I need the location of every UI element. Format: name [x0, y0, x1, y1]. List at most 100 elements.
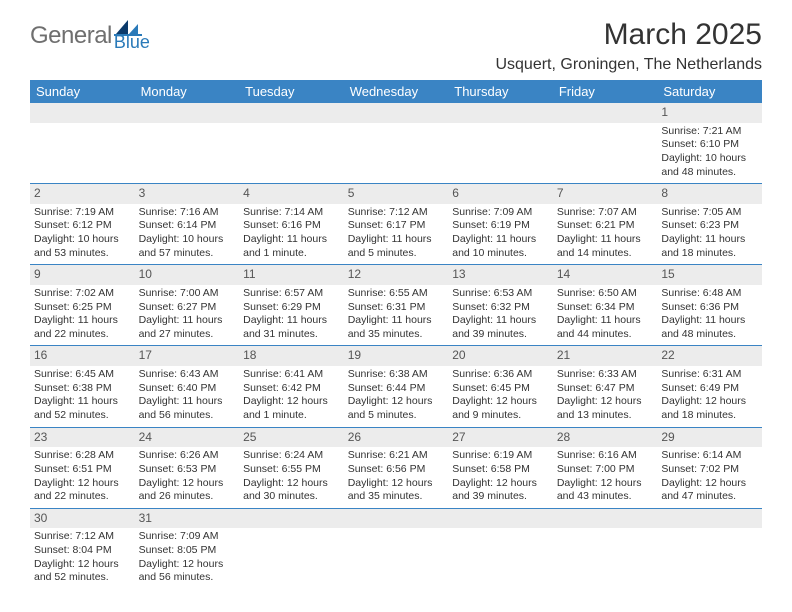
day-cell [553, 528, 658, 589]
day-cell: Sunrise: 6:36 AMSunset: 6:45 PMDaylight:… [448, 366, 553, 427]
day-number: 18 [243, 347, 340, 365]
day-detail: Sunrise: 6:19 AMSunset: 6:58 PMDaylight:… [452, 449, 549, 504]
day-number-cell: 10 [135, 265, 240, 285]
day-number-cell [553, 103, 658, 123]
day-number-cell: 23 [30, 427, 135, 447]
day-number: 9 [34, 266, 131, 284]
logo-text-blue: Blue [114, 32, 150, 53]
day-cell: Sunrise: 6:14 AMSunset: 7:02 PMDaylight:… [657, 447, 762, 508]
day-number-cell: 9 [30, 265, 135, 285]
day-detail: Sunrise: 6:45 AMSunset: 6:38 PMDaylight:… [34, 368, 131, 423]
day-number: 29 [661, 429, 758, 447]
day-number: 8 [661, 185, 758, 203]
day-number-cell [448, 508, 553, 528]
day-header-row: Sunday Monday Tuesday Wednesday Thursday… [30, 80, 762, 103]
day-detail: Sunrise: 7:09 AMSunset: 6:19 PMDaylight:… [452, 206, 549, 261]
day-detail: Sunrise: 6:14 AMSunset: 7:02 PMDaylight:… [661, 449, 758, 504]
day-detail: Sunrise: 6:21 AMSunset: 6:56 PMDaylight:… [348, 449, 445, 504]
day-detail: Sunrise: 7:07 AMSunset: 6:21 PMDaylight:… [557, 206, 654, 261]
day-cell: Sunrise: 7:09 AMSunset: 8:05 PMDaylight:… [135, 528, 240, 589]
day-number-cell: 3 [135, 184, 240, 204]
day-detail: Sunrise: 6:24 AMSunset: 6:55 PMDaylight:… [243, 449, 340, 504]
day-cell [344, 528, 449, 589]
day-detail: Sunrise: 7:16 AMSunset: 6:14 PMDaylight:… [139, 206, 236, 261]
day-detail: Sunrise: 7:21 AMSunset: 6:10 PMDaylight:… [661, 125, 758, 180]
day-number-row: 1 [30, 103, 762, 123]
day-number: 11 [243, 266, 340, 284]
day-cell: Sunrise: 6:24 AMSunset: 6:55 PMDaylight:… [239, 447, 344, 508]
day-detail: Sunrise: 7:19 AMSunset: 6:12 PMDaylight:… [34, 206, 131, 261]
day-number-cell: 5 [344, 184, 449, 204]
day-cell: Sunrise: 7:21 AMSunset: 6:10 PMDaylight:… [657, 123, 762, 184]
day-data-row: Sunrise: 7:12 AMSunset: 8:04 PMDaylight:… [30, 528, 762, 589]
day-detail: Sunrise: 6:57 AMSunset: 6:29 PMDaylight:… [243, 287, 340, 342]
day-number: 5 [348, 185, 445, 203]
day-number-cell [553, 508, 658, 528]
day-cell [448, 123, 553, 184]
day-number-row: 23242526272829 [30, 427, 762, 447]
day-number: 21 [557, 347, 654, 365]
day-detail: Sunrise: 6:26 AMSunset: 6:53 PMDaylight:… [139, 449, 236, 504]
day-number: 22 [661, 347, 758, 365]
day-cell: Sunrise: 7:19 AMSunset: 6:12 PMDaylight:… [30, 204, 135, 265]
day-cell: Sunrise: 6:38 AMSunset: 6:44 PMDaylight:… [344, 366, 449, 427]
day-header: Sunday [30, 80, 135, 103]
day-number-row: 16171819202122 [30, 346, 762, 366]
day-detail: Sunrise: 6:28 AMSunset: 6:51 PMDaylight:… [34, 449, 131, 504]
location-text: Usquert, Groningen, The Netherlands [495, 56, 762, 74]
day-header: Wednesday [344, 80, 449, 103]
day-number: 4 [243, 185, 340, 203]
day-number-cell: 28 [553, 427, 658, 447]
day-number-cell: 19 [344, 346, 449, 366]
day-number-cell [30, 103, 135, 123]
day-number: 31 [139, 510, 236, 528]
day-header: Friday [553, 80, 658, 103]
day-number-cell: 8 [657, 184, 762, 204]
day-detail: Sunrise: 6:38 AMSunset: 6:44 PMDaylight:… [348, 368, 445, 423]
day-number-cell [239, 508, 344, 528]
day-number-cell [448, 103, 553, 123]
calendar-table: Sunday Monday Tuesday Wednesday Thursday… [30, 80, 762, 589]
day-cell [30, 123, 135, 184]
header: General Blue March 2025 Usquert, Groning… [30, 18, 762, 74]
logo-text-general: General [30, 22, 112, 50]
day-number: 12 [348, 266, 445, 284]
day-cell: Sunrise: 6:57 AMSunset: 6:29 PMDaylight:… [239, 285, 344, 346]
day-cell [239, 528, 344, 589]
day-number-cell: 4 [239, 184, 344, 204]
day-header: Tuesday [239, 80, 344, 103]
day-number-cell: 30 [30, 508, 135, 528]
day-number: 27 [452, 429, 549, 447]
day-number: 23 [34, 429, 131, 447]
day-number: 2 [34, 185, 131, 203]
day-number: 17 [139, 347, 236, 365]
day-number-cell: 7 [553, 184, 658, 204]
day-cell: Sunrise: 6:28 AMSunset: 6:51 PMDaylight:… [30, 447, 135, 508]
day-detail: Sunrise: 7:12 AMSunset: 8:04 PMDaylight:… [34, 530, 131, 585]
day-number: 7 [557, 185, 654, 203]
day-cell: Sunrise: 6:43 AMSunset: 6:40 PMDaylight:… [135, 366, 240, 427]
day-detail: Sunrise: 6:36 AMSunset: 6:45 PMDaylight:… [452, 368, 549, 423]
day-cell: Sunrise: 6:48 AMSunset: 6:36 PMDaylight:… [657, 285, 762, 346]
day-number: 28 [557, 429, 654, 447]
day-number-cell: 27 [448, 427, 553, 447]
day-cell: Sunrise: 6:21 AMSunset: 6:56 PMDaylight:… [344, 447, 449, 508]
day-cell: Sunrise: 6:33 AMSunset: 6:47 PMDaylight:… [553, 366, 658, 427]
logo: General Blue [30, 18, 150, 53]
day-number-row: 3031 [30, 508, 762, 528]
day-detail: Sunrise: 6:16 AMSunset: 7:00 PMDaylight:… [557, 449, 654, 504]
day-detail: Sunrise: 6:53 AMSunset: 6:32 PMDaylight:… [452, 287, 549, 342]
day-number: 16 [34, 347, 131, 365]
day-number-cell: 18 [239, 346, 344, 366]
day-cell: Sunrise: 7:00 AMSunset: 6:27 PMDaylight:… [135, 285, 240, 346]
day-detail: Sunrise: 7:12 AMSunset: 6:17 PMDaylight:… [348, 206, 445, 261]
day-detail: Sunrise: 7:00 AMSunset: 6:27 PMDaylight:… [139, 287, 236, 342]
day-cell: Sunrise: 6:41 AMSunset: 6:42 PMDaylight:… [239, 366, 344, 427]
day-cell [553, 123, 658, 184]
day-cell: Sunrise: 7:16 AMSunset: 6:14 PMDaylight:… [135, 204, 240, 265]
day-data-row: Sunrise: 6:45 AMSunset: 6:38 PMDaylight:… [30, 366, 762, 427]
day-number-cell: 22 [657, 346, 762, 366]
day-detail: Sunrise: 6:48 AMSunset: 6:36 PMDaylight:… [661, 287, 758, 342]
day-number: 3 [139, 185, 236, 203]
day-number: 24 [139, 429, 236, 447]
